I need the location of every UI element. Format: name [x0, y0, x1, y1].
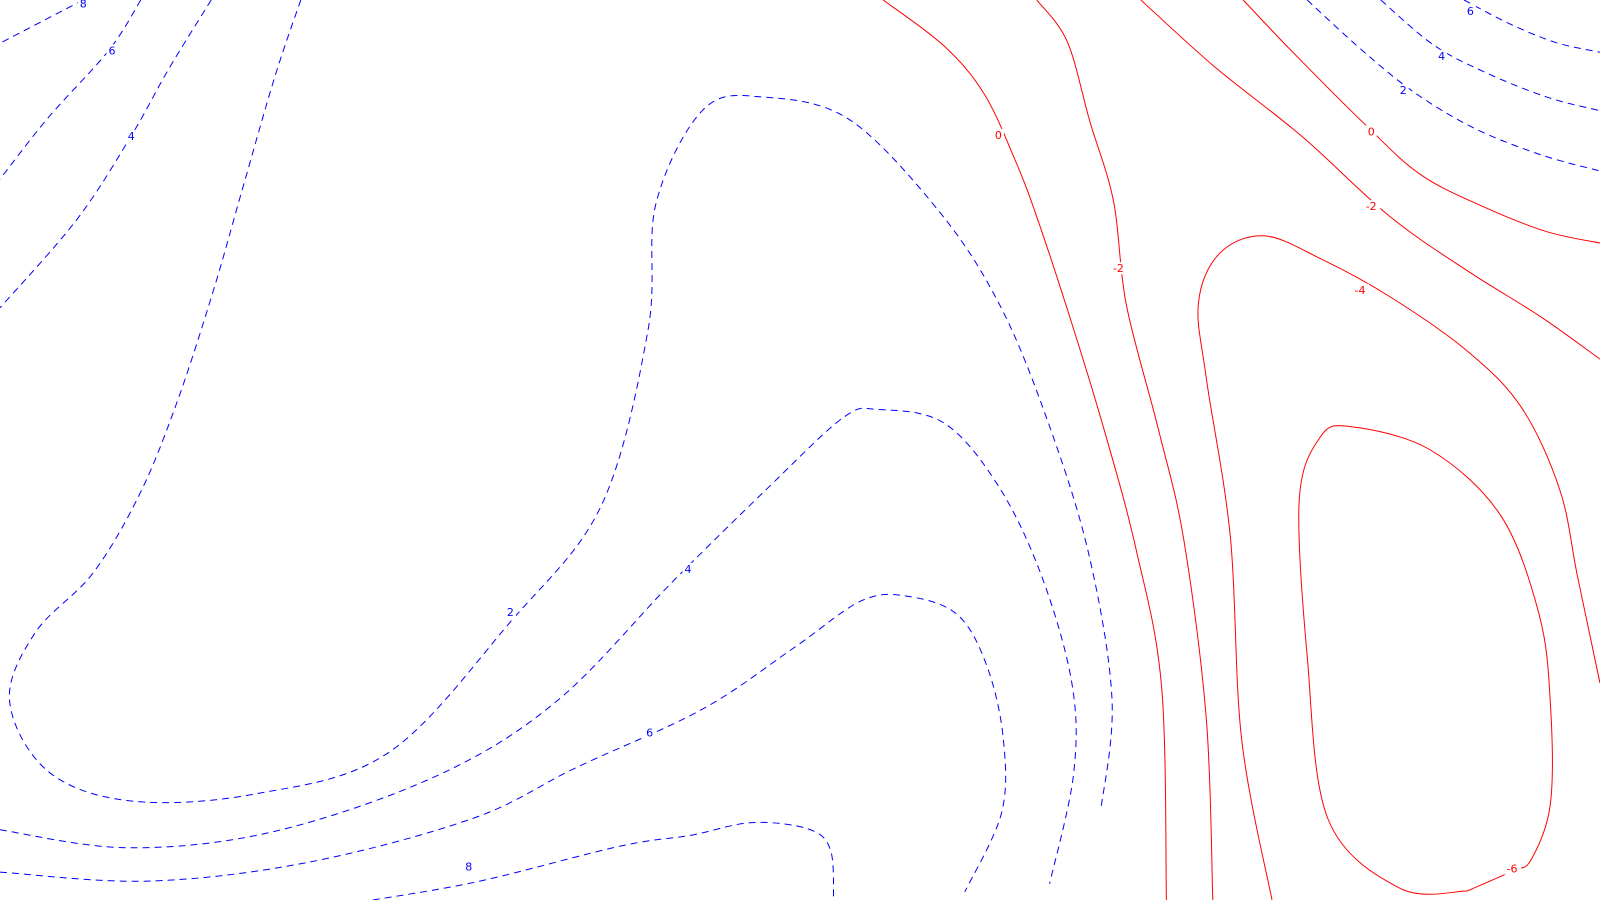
contour-label-bg — [1503, 862, 1521, 875]
contour-line-pos-2-13 — [1306, 0, 1600, 172]
contour-line-neg-m4-9 — [1197, 235, 1600, 900]
contour-label: 2 — [1400, 84, 1407, 97]
contour-label: 8 — [465, 861, 472, 874]
contour-label: 8 — [80, 0, 87, 11]
contour-line-pos-4-2 — [0, 0, 212, 309]
contour-label-bg — [1397, 84, 1409, 96]
contour-label: -2 — [1113, 262, 1124, 275]
contour-line-pos-8-0 — [0, 0, 84, 44]
contour-label: 2 — [507, 606, 514, 619]
contour-label-bg — [1362, 200, 1381, 213]
contour-label-bg — [1464, 4, 1476, 17]
contour-label: -2 — [1366, 200, 1377, 213]
contour-label-bg — [1436, 49, 1448, 62]
contour-line-pos-4-4 — [0, 407, 1077, 884]
contour-label: -6 — [1507, 863, 1518, 876]
contour-label-bg — [682, 562, 694, 575]
contour-label: 6 — [1467, 5, 1474, 18]
contour-label: 6 — [646, 727, 653, 740]
contour-label-bg — [463, 860, 475, 873]
contour-line-neg-m2-8 — [1036, 0, 1214, 900]
contour-label-bg — [106, 44, 118, 57]
contour-label-bg — [644, 726, 656, 739]
contour-line-pos-6-1 — [0, 0, 142, 180]
contour-label-bg — [1365, 125, 1377, 138]
contour-label-bg — [504, 606, 516, 618]
contour-line-neg-m6-10 — [1298, 425, 1553, 895]
contour-line-neg-0-7 — [882, 0, 1167, 900]
contour-line-neg-m2-12 — [1140, 0, 1600, 360]
contour-line-pos-6-5 — [0, 593, 1007, 893]
contour-line-pos-4-14 — [1380, 0, 1600, 112]
contour-label: 4 — [685, 563, 692, 576]
contour-label-bg — [992, 129, 1004, 141]
contour-label-bg — [1109, 262, 1128, 275]
contour-label: 0 — [995, 129, 1002, 142]
contour-label: -4 — [1355, 284, 1366, 297]
contour-label: 4 — [128, 130, 135, 143]
contour-label-bg — [77, 0, 89, 10]
contour-labels: 8 6 4 2 4 6 8 0 -2 -4 -6 0 -2 2 4 6 — [77, 0, 1521, 876]
contour-line-neg-0-11 — [1242, 0, 1600, 244]
contour-label: 6 — [109, 44, 116, 57]
contour-label-bg — [1351, 283, 1369, 296]
contour-line-pos-6-15 — [1463, 0, 1600, 53]
contour-line-pos-8-6 — [372, 821, 835, 900]
contour-line-pos-2-3 — [8, 0, 1113, 811]
contour-label: 4 — [1438, 50, 1445, 63]
contour-label: 0 — [1368, 125, 1375, 138]
contour-label-bg — [125, 129, 137, 142]
